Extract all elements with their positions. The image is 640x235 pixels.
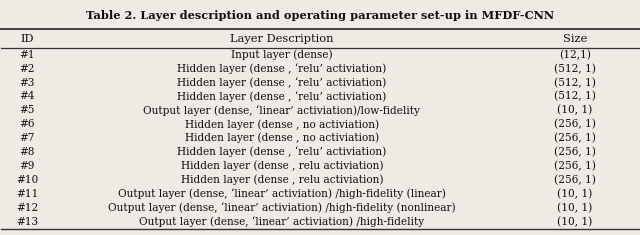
Text: Hidden layer (dense , ‘relu’ activiation): Hidden layer (dense , ‘relu’ activiation…	[177, 63, 387, 74]
Text: (12,1): (12,1)	[559, 50, 591, 60]
Text: #11: #11	[16, 189, 38, 199]
Text: Layer Description: Layer Description	[230, 34, 333, 43]
Text: #5: #5	[19, 105, 35, 115]
Text: #7: #7	[19, 133, 35, 143]
Text: #9: #9	[19, 161, 35, 171]
Text: #10: #10	[16, 175, 38, 185]
Text: Hidden layer (dense , no activiation): Hidden layer (dense , no activiation)	[185, 133, 379, 143]
Text: Output layer (dense, ‘linear’ activiation)/low-fidelity: Output layer (dense, ‘linear’ activiatio…	[143, 105, 420, 116]
Text: #8: #8	[19, 147, 35, 157]
Text: Hidden layer (dense , no activiation): Hidden layer (dense , no activiation)	[185, 119, 379, 129]
Text: (256, 1): (256, 1)	[554, 175, 596, 185]
Text: Table 2. Layer description and operating parameter set-up in MFDF-CNN: Table 2. Layer description and operating…	[86, 9, 554, 20]
Text: (256, 1): (256, 1)	[554, 147, 596, 157]
Text: ID: ID	[20, 34, 34, 43]
Text: #1: #1	[19, 50, 35, 60]
Text: Hidden layer (dense , relu activiation): Hidden layer (dense , relu activiation)	[180, 175, 383, 185]
Text: (10, 1): (10, 1)	[557, 216, 593, 227]
Text: (10, 1): (10, 1)	[557, 203, 593, 213]
Text: (256, 1): (256, 1)	[554, 133, 596, 143]
Text: (512, 1): (512, 1)	[554, 77, 596, 88]
Text: Size: Size	[563, 34, 587, 43]
Text: Input layer (dense): Input layer (dense)	[231, 50, 333, 60]
Text: Output layer (dense, ‘linear’ activiation) /high-fidelity (nonlinear): Output layer (dense, ‘linear’ activiatio…	[108, 202, 456, 213]
Text: (512, 1): (512, 1)	[554, 91, 596, 102]
Text: #4: #4	[19, 91, 35, 102]
Text: #12: #12	[16, 203, 38, 213]
Text: #3: #3	[19, 78, 35, 88]
Text: #13: #13	[16, 217, 38, 227]
Text: (256, 1): (256, 1)	[554, 161, 596, 171]
Text: #2: #2	[19, 64, 35, 74]
Text: Hidden layer (dense , relu activiation): Hidden layer (dense , relu activiation)	[180, 161, 383, 171]
Text: Hidden layer (dense , ‘relu’ activiation): Hidden layer (dense , ‘relu’ activiation…	[177, 77, 387, 88]
Text: (256, 1): (256, 1)	[554, 119, 596, 129]
Text: (10, 1): (10, 1)	[557, 188, 593, 199]
Text: Output layer (dense, ‘linear’ activiation) /high-fidelity: Output layer (dense, ‘linear’ activiatio…	[140, 216, 424, 227]
Text: (512, 1): (512, 1)	[554, 63, 596, 74]
Text: Hidden layer (dense , ‘relu’ activiation): Hidden layer (dense , ‘relu’ activiation…	[177, 147, 387, 157]
Text: Hidden layer (dense , ‘relu’ activiation): Hidden layer (dense , ‘relu’ activiation…	[177, 91, 387, 102]
Text: (10, 1): (10, 1)	[557, 105, 593, 116]
Text: #6: #6	[19, 119, 35, 129]
Text: Output layer (dense, ‘linear’ activiation) /high-fidelity (linear): Output layer (dense, ‘linear’ activiatio…	[118, 188, 445, 199]
